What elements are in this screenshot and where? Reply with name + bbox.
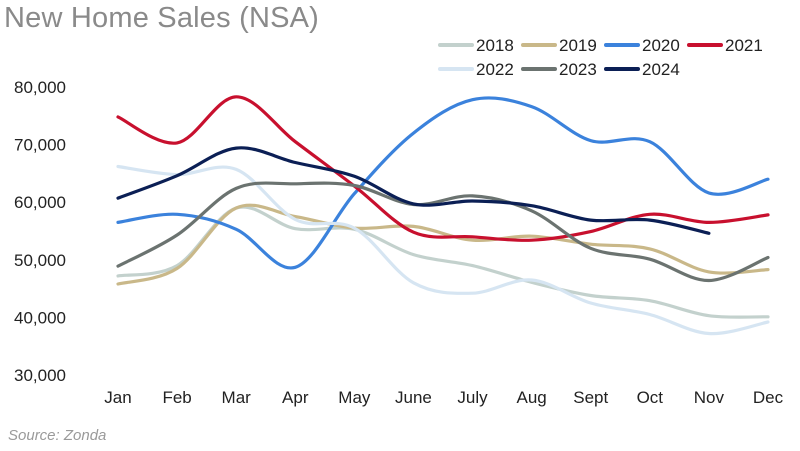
legend-label-2018: 2018: [476, 36, 514, 55]
x-tick-label: May: [338, 388, 371, 407]
legend-label-2019: 2019: [559, 36, 597, 55]
x-tick-label: June: [395, 388, 432, 407]
x-tick-label: Dec: [753, 388, 784, 407]
series-line-2020: [116, 96, 770, 270]
x-axis: Jan Feb Mar Apr May June July Aug Sept Oct Nov Dec: [104, 388, 783, 407]
x-tick-label: Oct: [637, 388, 664, 407]
series-line-2023: [116, 181, 770, 283]
x-tick-label: Jan: [104, 388, 131, 407]
legend-label-2022: 2022: [476, 60, 514, 79]
y-tick-label: 30,000: [14, 366, 66, 385]
y-tick-label: 50,000: [14, 251, 66, 270]
series-line-2019: [116, 203, 770, 286]
legend-label-2023: 2023: [559, 60, 597, 79]
x-tick-label: July: [457, 388, 488, 407]
legend-label-2021: 2021: [725, 36, 763, 55]
y-tick-label: 70,000: [14, 136, 66, 155]
y-tick-label: 80,000: [14, 78, 66, 97]
y-tick-label: 40,000: [14, 308, 66, 327]
series-layer: [116, 95, 770, 336]
x-tick-label: Mar: [222, 388, 252, 407]
legend: 2018 2019 2020 2021 2022 2023 2024: [438, 36, 763, 79]
x-tick-label: Aug: [517, 388, 547, 407]
legend-label-2020: 2020: [642, 36, 680, 55]
series-line-2022: [116, 164, 770, 336]
source-note: Source: Zonda: [8, 427, 107, 444]
y-axis: 30,000 40,000 50,000 60,000 70,000 80,000: [14, 78, 66, 385]
y-tick-label: 60,000: [14, 193, 66, 212]
x-tick-label: Feb: [162, 388, 191, 407]
x-tick-label: Nov: [694, 388, 725, 407]
x-tick-label: Sept: [573, 388, 608, 407]
series-line-2021: [116, 95, 770, 242]
x-tick-label: Apr: [282, 388, 309, 407]
legend-label-2024: 2024: [642, 60, 680, 79]
series-line-2024: [116, 146, 711, 235]
chart-title: New Home Sales (NSA): [4, 2, 320, 34]
